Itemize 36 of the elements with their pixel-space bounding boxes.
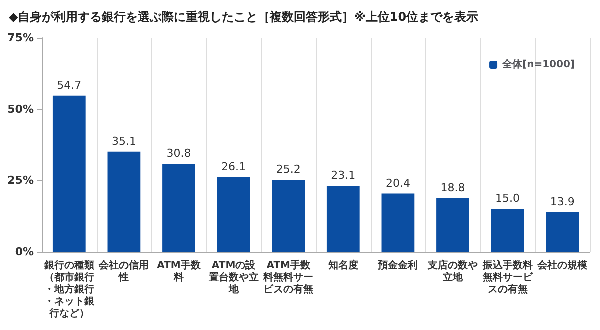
- data-label: 18.8: [440, 181, 466, 194]
- data-label: 20.4: [386, 176, 410, 190]
- data-label: 25.2: [276, 163, 301, 176]
- legend-label: 全体[n=1000]: [502, 58, 576, 70]
- x-tick-label: 会社の信用性: [98, 260, 150, 284]
- data-label: 15.0: [496, 192, 520, 206]
- bar: [436, 198, 470, 252]
- x-tick-label: 銀行の種類（都市銀行・地方銀行・ネット銀行など）: [43, 260, 96, 320]
- data-label: 13.9: [550, 195, 575, 208]
- data-label: 23.1: [331, 169, 356, 182]
- x-tick-label: 会社の規模: [536, 260, 589, 272]
- data-label: 35.1: [112, 134, 136, 148]
- x-tick-label: 支店の数や立地: [427, 260, 478, 284]
- y-tick-label: 25%: [8, 174, 34, 188]
- bar: [162, 164, 196, 252]
- chart-title: ◆自身が利用する銀行を選ぶ際に重視したこと［複数回答形式］※上位10位までを表示: [9, 10, 479, 24]
- bar: [491, 209, 524, 252]
- x-tick-label: ATM手数料無料サービスの有無: [262, 260, 314, 296]
- bar: [52, 96, 86, 252]
- y-tick-label: 75%: [8, 32, 34, 44]
- x-tick-label: 預金金利: [377, 260, 418, 272]
- bar: [108, 152, 141, 252]
- bar: [546, 212, 580, 252]
- y-tick-label: 0%: [15, 246, 34, 258]
- x-tick-label: 振込手数料無料サービスの有無: [482, 260, 534, 296]
- x-tick-label: ATMの設置台数や立地: [208, 260, 259, 296]
- bar: [217, 178, 250, 252]
- data-label: 30.8: [166, 147, 192, 160]
- bar: [326, 186, 360, 252]
- x-tick-label: 知名度: [327, 260, 358, 272]
- x-tick-label: ATM手数料: [157, 260, 202, 284]
- data-label: 54.7: [57, 78, 82, 92]
- y-tick-label: 50%: [8, 102, 34, 116]
- bar: [382, 194, 415, 252]
- bar: [272, 180, 306, 252]
- data-label: 26.1: [222, 160, 246, 174]
